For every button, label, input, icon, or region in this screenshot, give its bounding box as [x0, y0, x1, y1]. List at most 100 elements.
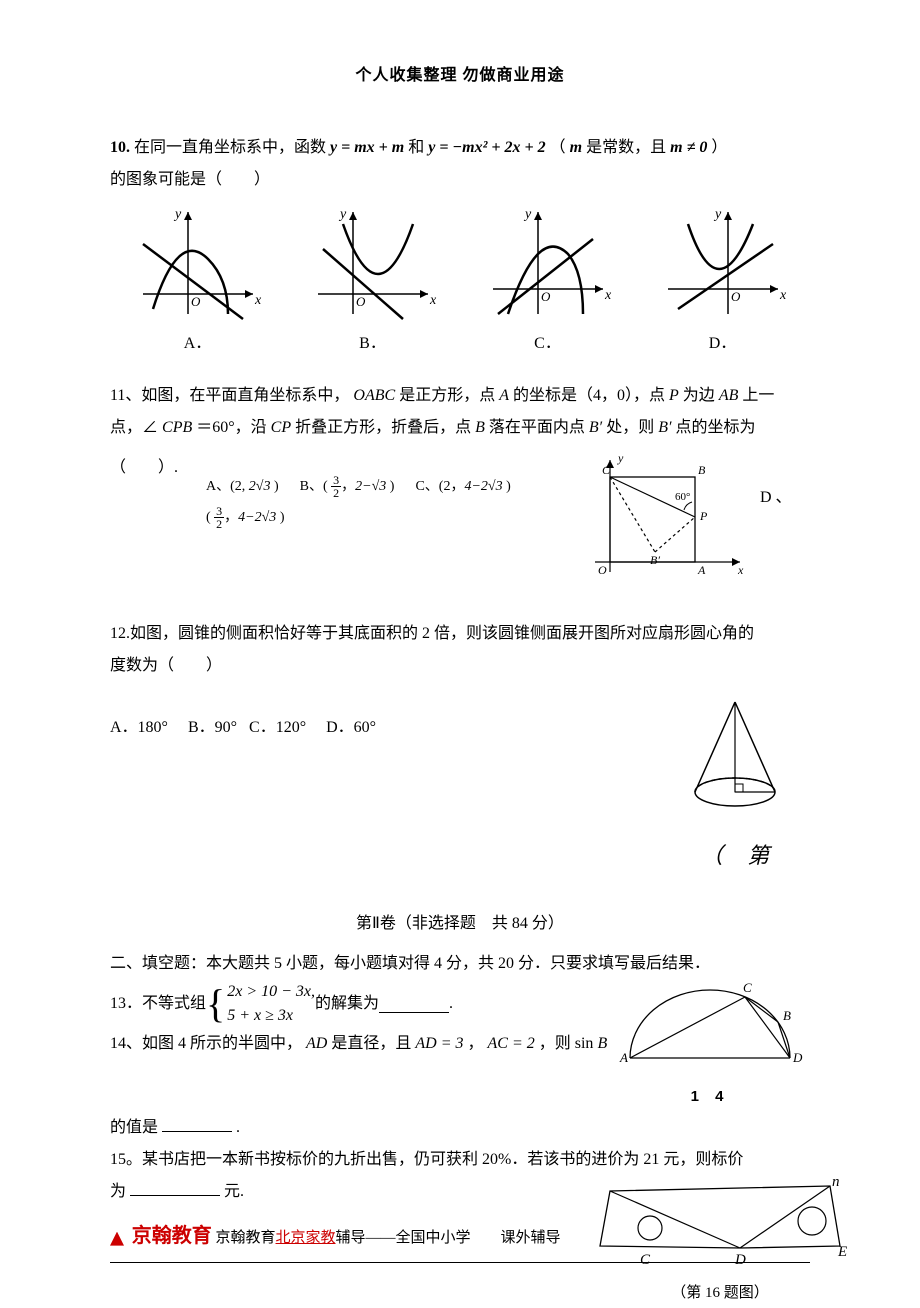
q10-eq2: y = −mx² + 2x + 2 [428, 139, 545, 156]
q10-label-C: C． [483, 328, 613, 360]
q11-t5: 上一 [742, 387, 774, 404]
q11-t3: 的坐标是（4，0），点 [513, 387, 669, 404]
svg-text:x: x [254, 293, 262, 308]
q13-l2: 5 + x ≥ 3x [227, 1007, 293, 1024]
q11-t7: ＝60°，沿 [196, 419, 270, 436]
svg-text:A: A [619, 1050, 628, 1065]
page-header: 个人收集整理 勿做商业用途 [110, 60, 810, 92]
graph-B-icon: x y O [308, 204, 438, 324]
q11-optC-v: 4−2√3 [464, 479, 502, 494]
q11-t6: 点，∠ [110, 419, 158, 436]
q14-t3: ，则 sin [539, 1035, 598, 1052]
svg-text:x: x [779, 288, 787, 303]
footer-t3: 课外辅导 [501, 1230, 561, 1246]
q11-optC-pre: C、(2， [415, 479, 464, 494]
svg-text:B′: B′ [650, 553, 660, 567]
q10-label-A: A． [133, 328, 263, 360]
q11-optD2-suf: ) [276, 510, 284, 525]
graph-C-icon: x y O [483, 204, 613, 324]
q14-eq1: AD = 3 [415, 1035, 463, 1052]
q13-mid: 的解集为 [315, 988, 379, 1020]
q11-optD2-pre: ( [206, 510, 214, 525]
cone-icon [680, 692, 790, 822]
semicircle-icon: A D C B [615, 980, 805, 1070]
q10-cond: m ≠ 0 [670, 139, 707, 156]
q10-m: m [570, 139, 582, 156]
q10-num: 10. [110, 139, 130, 156]
q10-text-b: 和 [408, 139, 428, 156]
svg-text:y: y [338, 207, 347, 222]
q11-CPB: CPB [162, 419, 192, 436]
svg-text:x: x [429, 293, 437, 308]
q11-oabc: OABC [353, 387, 395, 404]
q12-t2: 度数为（ ） [110, 650, 810, 682]
q11-t8: 折叠正方形，折叠后，点 [295, 419, 475, 436]
footer-link[interactable]: 北京家教 [276, 1230, 336, 1246]
q12-cap-paren: （ [701, 843, 723, 868]
q10-choice-A: x y O A． [133, 204, 263, 360]
q11-t9: 落在平面内点 [489, 419, 589, 436]
svg-text:O: O [541, 289, 551, 304]
q10-choice-C: x y O C． [483, 204, 613, 360]
q11-optA-suf: ) [270, 479, 278, 494]
q12-cap-text: 第 [747, 843, 769, 868]
svg-text:D: D [792, 1050, 803, 1065]
svg-text:O: O [731, 289, 741, 304]
q11-A: A [499, 387, 509, 404]
svg-text:A: A [697, 563, 706, 577]
q11-optC-suf: ) [503, 479, 511, 494]
q11-figure-icon: C B O A y x P B′ 60° [580, 452, 750, 582]
q11-t4: 为边 [683, 387, 719, 404]
svg-text:O: O [356, 294, 366, 309]
q10-text-a: 在同一直角坐标系中，函数 [134, 139, 330, 156]
q12-C: C．120° [249, 719, 306, 736]
q10-eq1: y = mx + m [330, 139, 404, 156]
q10-text-e: ） [711, 139, 727, 156]
q14-AD: AD [306, 1035, 327, 1052]
q12-D: D．60° [326, 719, 376, 736]
q13-block: 13．不等式组 { 2x > 10 − 3x, 5 + x ≥ 3x 的解集为 … [110, 980, 610, 1028]
q14-t1: 是直径，且 [331, 1035, 415, 1052]
q11-optB-suf: ) [386, 479, 394, 494]
q14-pre: 14、如图 4 所示的半圆中， [110, 1035, 302, 1052]
q14-caption: 1 4 [610, 1082, 810, 1112]
q11-optB-pre: B、( [300, 479, 332, 494]
q11-optD: D 、 [760, 452, 810, 514]
q11-t10: 处，则 [606, 419, 658, 436]
section2-title: 第Ⅱ卷（非选择题 共 84 分） [110, 908, 810, 940]
svg-text:n: n [832, 1176, 840, 1190]
q11-optB-v: 2−√3 [355, 479, 386, 494]
q11-optA-v: 2√3 [249, 479, 271, 494]
logo-triangle-icon [110, 1232, 124, 1246]
svg-text:y: y [617, 452, 624, 465]
q11-block: 11、如图，在平面直角坐标系中， OABC 是正方形，点 A 的坐标是（4，0）… [110, 380, 810, 594]
svg-text:y: y [523, 207, 532, 222]
svg-text:x: x [737, 563, 744, 577]
q10-line2: 的图象可能是（ ） [110, 164, 810, 196]
q11-t11: 点的坐标为 [675, 419, 755, 436]
svg-text:C: C [743, 980, 752, 995]
footer-t2: 辅导——全国中小学 [336, 1230, 471, 1246]
q11-fracB-den: 2 [331, 487, 341, 499]
footer-t1: 京翰教育 [216, 1230, 276, 1246]
q14-suf: . [236, 1119, 240, 1136]
svg-text:B: B [698, 463, 706, 477]
q12-B: B．90° [188, 719, 237, 736]
q11-P: P [669, 387, 679, 404]
q13-pre: 13．不等式组 [110, 988, 206, 1020]
q11-AB: AB [719, 387, 739, 404]
q11-paren: （ ）. [110, 452, 170, 484]
graph-D-icon: x y O [658, 204, 788, 324]
graph-A-icon: x y O [133, 204, 263, 324]
svg-text:C: C [640, 1252, 651, 1266]
q14-t2: ， [467, 1035, 483, 1052]
svg-text:E: E [837, 1244, 847, 1260]
q10-label-B: B． [308, 328, 438, 360]
q14-line2a: 的值是 [110, 1119, 158, 1136]
q10-text-d: 是常数，且 [586, 139, 670, 156]
q16-icon: n C D E [590, 1176, 850, 1266]
q13-suf: . [449, 988, 453, 1020]
q11-fracD-den: 2 [214, 518, 224, 530]
q10-choices: x y O A． x y O [110, 204, 810, 360]
q11-optA-pre: A、(2, [206, 479, 249, 494]
